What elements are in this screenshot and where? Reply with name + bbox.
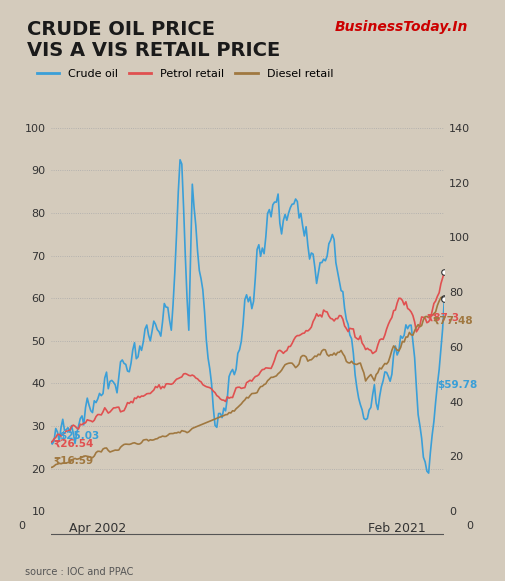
Text: $25.03: $25.03	[59, 431, 99, 442]
Legend: Crude oil, Petrol retail, Diesel retail: Crude oil, Petrol retail, Diesel retail	[32, 64, 337, 83]
Text: source : IOC and PPAC: source : IOC and PPAC	[25, 567, 134, 577]
Text: Apr 2002: Apr 2002	[69, 522, 126, 535]
Text: ₹77.48: ₹77.48	[432, 315, 473, 325]
Text: ₹16.59: ₹16.59	[54, 456, 94, 466]
Text: Feb 2021: Feb 2021	[368, 522, 426, 535]
Text: CRUDE OIL PRICE
VIS A VIS RETAIL PRICE: CRUDE OIL PRICE VIS A VIS RETAIL PRICE	[27, 20, 280, 60]
Text: 0: 0	[18, 521, 25, 530]
Text: 0: 0	[466, 521, 473, 530]
Text: BusinessToday.In: BusinessToday.In	[335, 20, 468, 34]
Text: ₹87.3: ₹87.3	[427, 313, 460, 322]
Text: $59.78: $59.78	[437, 379, 478, 390]
Text: ₹26.54: ₹26.54	[54, 439, 94, 449]
